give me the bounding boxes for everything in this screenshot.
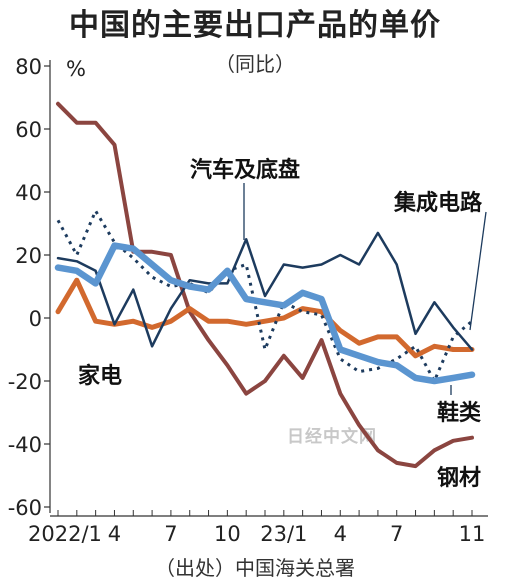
y-axis-unit: % (66, 57, 86, 81)
x-tick-label: 23/1 (260, 522, 307, 546)
y-tick-label: 80 (15, 55, 42, 79)
y-tick-label: 60 (15, 118, 42, 142)
series-label: 钢材 (437, 465, 481, 491)
y-tick-label: -20 (8, 370, 42, 394)
series-lines (54, 101, 476, 469)
x-tick-label: 10 (214, 522, 241, 546)
x-axis: 2022/1 4 7 10 23/1 4 7 11 (28, 510, 488, 546)
watermark: 日经中文网 (287, 426, 377, 447)
series-leader-line (469, 211, 487, 331)
source-note: （出处）中国海关总署 (155, 556, 355, 580)
series-label: 集成电路 (393, 190, 483, 216)
series-line-2 (56, 231, 474, 351)
series-label: 鞋类 (437, 401, 482, 426)
series-line-0 (56, 101, 474, 469)
series-line-4 (54, 242, 476, 385)
y-tick-label: -40 (8, 433, 42, 457)
x-tick-label: 2022/1 (28, 522, 102, 546)
chart-title: 中国的主要出口产品的单价 (69, 8, 441, 43)
y-tick-label: 40 (15, 181, 42, 205)
x-tick-label: 4 (108, 522, 121, 546)
y-tick-label: 20 (15, 244, 42, 268)
series-line-1 (55, 277, 475, 359)
chart-subtitle: （同比） (215, 52, 295, 76)
series-label: 汽车及底盘 (190, 157, 300, 183)
y-tick-label: 0 (29, 307, 42, 331)
y-tick-label: -60 (8, 496, 42, 520)
x-tick-label: 7 (164, 522, 177, 546)
x-tick-label: 11 (459, 522, 486, 546)
y-axis: 80 60 40 20 0 -20 -40 -60% (8, 55, 86, 520)
series-label: 家电 (78, 363, 122, 389)
x-tick-label: 4 (334, 522, 347, 546)
x-tick-label: 7 (390, 522, 403, 546)
